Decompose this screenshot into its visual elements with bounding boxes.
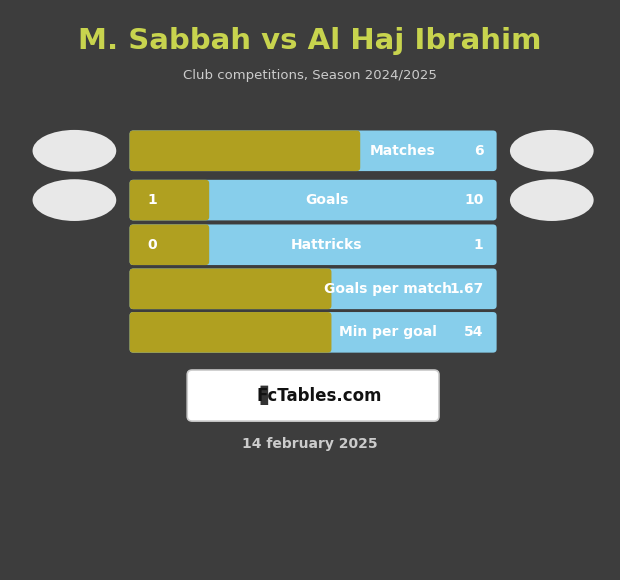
FancyBboxPatch shape (130, 224, 497, 265)
FancyBboxPatch shape (130, 180, 497, 220)
Text: 14 february 2025: 14 february 2025 (242, 437, 378, 451)
Ellipse shape (32, 179, 117, 221)
Text: 54: 54 (464, 325, 484, 339)
Ellipse shape (510, 130, 594, 172)
Text: FcTables.com: FcTables.com (257, 386, 382, 405)
Text: Club competitions, Season 2024/2025: Club competitions, Season 2024/2025 (183, 69, 437, 82)
FancyBboxPatch shape (130, 180, 209, 220)
FancyBboxPatch shape (187, 370, 439, 421)
Text: 6: 6 (474, 144, 484, 158)
FancyBboxPatch shape (130, 269, 497, 309)
Ellipse shape (510, 179, 594, 221)
FancyBboxPatch shape (130, 312, 497, 353)
Text: M. Sabbah vs Al Haj Ibrahim: M. Sabbah vs Al Haj Ibrahim (78, 27, 542, 55)
Text: 0: 0 (147, 238, 157, 252)
Text: Hattricks: Hattricks (291, 238, 363, 252)
Text: 1.67: 1.67 (450, 282, 484, 296)
Text: Min per goal: Min per goal (339, 325, 437, 339)
FancyBboxPatch shape (130, 312, 332, 353)
FancyBboxPatch shape (130, 130, 360, 171)
FancyBboxPatch shape (130, 130, 497, 171)
Ellipse shape (32, 130, 117, 172)
Text: Goals per match: Goals per match (324, 282, 452, 296)
Text: Matches: Matches (370, 144, 435, 158)
Text: ▐: ▐ (253, 386, 268, 405)
Text: Goals: Goals (305, 193, 348, 207)
Text: 1: 1 (474, 238, 484, 252)
FancyBboxPatch shape (130, 269, 332, 309)
FancyBboxPatch shape (130, 224, 209, 265)
Text: 10: 10 (464, 193, 484, 207)
Text: 1: 1 (147, 193, 157, 207)
